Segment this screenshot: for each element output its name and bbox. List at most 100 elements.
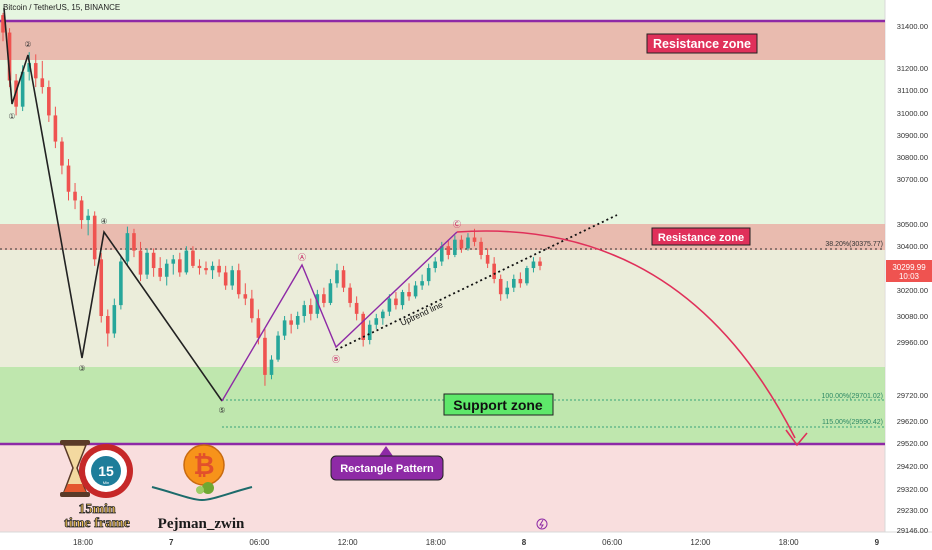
abc-correction-line bbox=[221, 231, 458, 402]
candle-body bbox=[420, 281, 424, 286]
candle-body bbox=[73, 191, 77, 201]
candle-body bbox=[302, 305, 307, 317]
time-tick-label: 06:00 bbox=[249, 538, 270, 547]
price-tick-label: 30900.00 bbox=[897, 131, 928, 140]
candle-body bbox=[453, 239, 457, 255]
candle-body bbox=[308, 305, 313, 314]
time-tick-label: 9 bbox=[875, 538, 880, 547]
candle-body bbox=[92, 215, 97, 260]
candle-body bbox=[33, 63, 38, 79]
candle-body bbox=[400, 292, 405, 306]
candle-body bbox=[538, 261, 542, 266]
timeframe-text-line2: time frame bbox=[64, 516, 130, 531]
candle-body bbox=[210, 265, 215, 271]
price-tick-label: 31200.00 bbox=[897, 64, 928, 73]
candle-body bbox=[145, 252, 149, 275]
candle-body bbox=[132, 233, 136, 251]
candle-body bbox=[27, 63, 31, 72]
fib-382-label: 38.20%(30375.77) bbox=[825, 241, 883, 248]
wave-label-b: Ⓑ bbox=[332, 355, 340, 364]
resistance-zone-mid-label-bg bbox=[651, 227, 751, 246]
candle-body bbox=[40, 78, 45, 88]
resistance-zone-top-label: Resistance zone bbox=[646, 33, 758, 54]
wave-label-4: ④ bbox=[100, 217, 107, 226]
candle-body bbox=[276, 335, 280, 360]
candle-body bbox=[348, 287, 352, 303]
current-price-tag: 30299.99 10:03 bbox=[886, 260, 932, 282]
price-tick-label: 30500.00 bbox=[897, 220, 928, 229]
price-tick-label: 30200.00 bbox=[897, 286, 928, 295]
candle-body bbox=[459, 239, 464, 249]
resistance-zone-mid-label-text: Resistance zone bbox=[658, 232, 744, 244]
price-tick-label: 29520.00 bbox=[897, 439, 928, 448]
candle-body bbox=[525, 268, 529, 284]
candle-body bbox=[158, 268, 162, 277]
price-tick-label: 29146.00 bbox=[897, 526, 928, 535]
resistance-zone-top-label-bg bbox=[646, 33, 758, 54]
price-tick-label: 29320.00 bbox=[897, 485, 928, 494]
candle-body bbox=[119, 261, 123, 306]
candle-body bbox=[250, 298, 254, 319]
author-name: Pejman_zwin bbox=[158, 516, 245, 532]
candle-body bbox=[322, 294, 326, 303]
current-price-value: 30299.99 bbox=[892, 263, 926, 272]
candle-body bbox=[341, 270, 346, 288]
candle-body bbox=[66, 165, 71, 192]
candle-body bbox=[151, 252, 156, 269]
candle-body bbox=[439, 246, 444, 262]
price-tick-label: 30080.00 bbox=[897, 312, 928, 321]
price-tick-label: 29230.00 bbox=[897, 506, 928, 515]
candle-body bbox=[387, 298, 392, 312]
price-tick-label: 29960.00 bbox=[897, 338, 928, 347]
rectangle-pattern-bg bbox=[330, 455, 444, 481]
candle-body bbox=[466, 237, 470, 249]
uptrend-line bbox=[335, 214, 618, 351]
candle-body bbox=[289, 320, 293, 325]
fib-115-label: 115.00%(29590.42) bbox=[822, 419, 883, 426]
projection-arrowhead-icon bbox=[785, 429, 808, 447]
candle-body bbox=[243, 294, 248, 299]
candle-body bbox=[86, 215, 90, 221]
candle-body bbox=[426, 268, 431, 282]
candle-body bbox=[505, 287, 510, 295]
plot-background-pink bbox=[0, 444, 885, 532]
support-zone-label-text: Support zone bbox=[453, 397, 543, 413]
candle-body bbox=[204, 268, 208, 271]
candle-body bbox=[230, 270, 235, 286]
elliott-wave-line bbox=[3, 7, 223, 402]
candle-body bbox=[125, 233, 130, 262]
current-price-countdown: 10:03 bbox=[899, 272, 920, 281]
candle-body bbox=[269, 359, 274, 375]
svg-text:₿: ₿ bbox=[193, 451, 214, 481]
rectangle-pattern-text: Rectangle Pattern bbox=[340, 463, 434, 475]
clock-badge-sub: Min bbox=[103, 480, 109, 485]
time-axis-background[interactable] bbox=[0, 532, 932, 550]
wave-label-c: Ⓒ bbox=[453, 220, 461, 229]
candle-body bbox=[60, 141, 64, 166]
current-price-tag-bg bbox=[886, 260, 932, 282]
candle-body bbox=[105, 316, 110, 334]
candle-body bbox=[479, 241, 483, 255]
candle-body bbox=[361, 313, 365, 340]
timeframe-text-line1: 15min bbox=[78, 502, 116, 517]
candle-body bbox=[315, 294, 320, 314]
candle-body bbox=[191, 250, 195, 266]
lightning-icon[interactable] bbox=[536, 518, 548, 530]
candle-body bbox=[413, 285, 418, 297]
time-tick-label: 7 bbox=[169, 538, 174, 547]
candle-body bbox=[492, 263, 496, 279]
wave-label-3: ③ bbox=[78, 364, 85, 373]
clock-badge-icon: 15 Min bbox=[79, 444, 133, 498]
candle-body bbox=[112, 305, 117, 334]
candle-body bbox=[178, 259, 182, 273]
candle-body bbox=[446, 246, 451, 255]
bitcoin-character-icon: ₿ bbox=[151, 444, 253, 502]
candle-body bbox=[531, 261, 536, 269]
candle-body bbox=[512, 278, 516, 288]
timeframe-logo: 15 Min 15min time frame bbox=[60, 440, 133, 531]
candle-body bbox=[197, 265, 202, 269]
candle-body bbox=[381, 311, 385, 319]
fib-100-label: 100.00%(29701.02) bbox=[822, 393, 884, 400]
time-tick-label: 12:00 bbox=[338, 538, 359, 547]
